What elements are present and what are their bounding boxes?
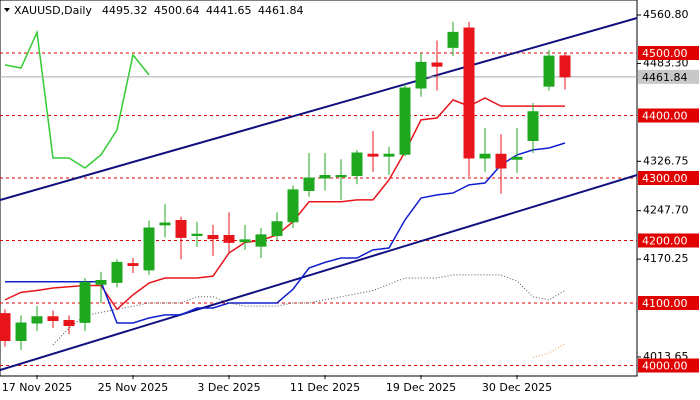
candle-body xyxy=(79,281,91,323)
candle-body xyxy=(175,220,187,238)
candle-body xyxy=(287,189,299,223)
candle-body xyxy=(431,62,443,67)
current-price-label: 4461.84 xyxy=(642,71,688,84)
candle-body xyxy=(463,27,475,159)
candle-body xyxy=(191,233,203,236)
level-label: 4300.00 xyxy=(642,172,688,185)
y-tick-label: 4560.80 xyxy=(643,8,689,21)
header-low: 4441.65 xyxy=(206,4,252,17)
symbol: XAUUSD,Daily xyxy=(14,4,92,17)
indicator-line xyxy=(4,29,150,169)
y-tick-label: 4326.75 xyxy=(643,154,689,167)
candle-body xyxy=(31,316,43,324)
candle-body xyxy=(271,221,283,236)
x-tick-label: 3 Dec 2025 xyxy=(197,381,260,394)
x-tick-label: 11 Dec 2025 xyxy=(290,381,360,394)
candle-body xyxy=(447,31,459,48)
candle-body xyxy=(111,261,123,283)
candle-body xyxy=(47,316,59,321)
candle-body xyxy=(479,153,491,159)
y-tick-label: 4170.25 xyxy=(643,252,689,265)
level-box xyxy=(638,171,699,185)
candle-body xyxy=(495,153,507,169)
candle-body xyxy=(15,322,27,341)
candle-body xyxy=(367,153,379,157)
header-high: 4500.64 xyxy=(154,4,200,17)
candle-body xyxy=(383,153,395,157)
candle-body xyxy=(543,55,555,87)
header-close: 4461.84 xyxy=(258,4,304,17)
candle-body xyxy=(351,152,363,176)
candle-body xyxy=(207,235,219,240)
header-arrow xyxy=(4,8,10,12)
level-box xyxy=(638,46,699,60)
candle-body xyxy=(159,222,171,226)
candle-body xyxy=(127,263,139,266)
candle-body xyxy=(511,156,523,160)
header: XAUUSD,Daily 4495.32 4500.64 4441.65 446… xyxy=(4,4,304,17)
candle-body xyxy=(319,175,331,179)
candle-body xyxy=(255,234,267,247)
level-box xyxy=(638,358,699,373)
level-box xyxy=(638,108,699,123)
candle-body xyxy=(95,280,107,285)
y-tick-label: 4247.70 xyxy=(643,204,689,217)
level-label: 4500.00 xyxy=(642,47,688,60)
x-tick-label: 25 Nov 2025 xyxy=(98,381,168,394)
candle-body xyxy=(415,61,427,89)
plot-frame xyxy=(0,0,638,377)
candle-body xyxy=(239,239,251,243)
candle-body xyxy=(143,227,155,271)
level-label: 4400.00 xyxy=(642,110,688,123)
current-price-box xyxy=(638,69,699,84)
level-label: 4000.00 xyxy=(642,360,688,373)
level-box xyxy=(638,296,699,310)
candle-body xyxy=(223,235,235,243)
level-box xyxy=(638,233,699,248)
x-tick-label: 17 Nov 2025 xyxy=(2,381,72,394)
candle-body xyxy=(559,55,571,78)
x-tick-label: 19 Dec 2025 xyxy=(386,381,456,394)
candle-body xyxy=(335,175,347,178)
trend-line xyxy=(0,17,638,201)
level-label: 4100.00 xyxy=(642,297,688,310)
level-label: 4200.00 xyxy=(642,235,688,248)
candle-body xyxy=(0,313,11,341)
x-tick-label: 30 Dec 2025 xyxy=(482,381,552,394)
trend-line xyxy=(0,174,638,371)
candle-body xyxy=(527,111,539,141)
header-open: 4495.32 xyxy=(102,4,148,17)
candle-body xyxy=(399,87,411,155)
candle-body xyxy=(303,177,315,191)
candle-body xyxy=(63,320,75,326)
